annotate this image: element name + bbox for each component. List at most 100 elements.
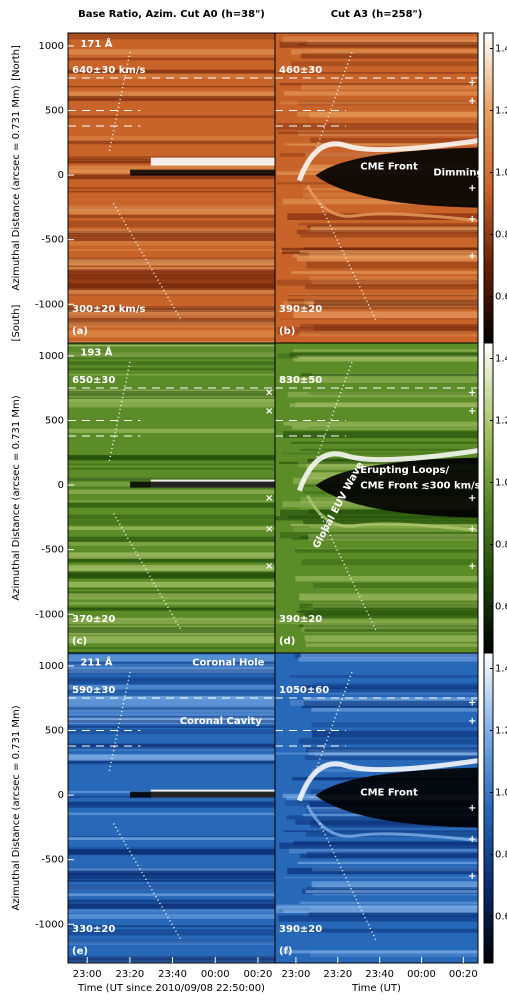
image-stripe — [281, 452, 478, 455]
image-stripe — [299, 536, 478, 539]
marker: × — [265, 388, 273, 399]
image-stripe — [68, 746, 275, 751]
marker: + — [468, 214, 476, 225]
image-stripe — [283, 431, 478, 439]
annotation: 590±30 — [72, 685, 115, 696]
image-stripe — [308, 251, 478, 259]
annotation: CME Front ≲300 km/s — [360, 481, 480, 492]
image-stripe — [310, 950, 478, 957]
image-stripe — [303, 520, 478, 525]
colorbar-tick-label: 0.8 — [495, 230, 507, 241]
image-stripe — [299, 853, 478, 859]
image-stripe — [68, 744, 275, 748]
image-stripe — [287, 391, 478, 398]
image-stripe — [299, 323, 478, 329]
marker: + — [468, 871, 476, 882]
image-stripe — [68, 214, 275, 219]
marker: + — [468, 834, 476, 845]
image-stripe — [68, 319, 275, 325]
image-stripe — [68, 654, 275, 662]
image-stripe — [310, 820, 478, 828]
image-stripe — [299, 331, 478, 337]
image-stripe — [308, 49, 478, 51]
image-stripe — [68, 455, 275, 461]
annotation: 211 Å — [80, 655, 112, 668]
image-stripe — [68, 601, 275, 605]
image-stripe — [68, 468, 275, 470]
image-stripe — [298, 738, 478, 745]
annotation: 830±50 — [279, 375, 322, 386]
dotted-fit — [112, 203, 183, 322]
image-stripe — [287, 515, 478, 519]
image-stripe — [296, 229, 478, 234]
image-stripe — [296, 254, 478, 262]
image-stripe — [68, 526, 275, 530]
y-tick-label: 500 — [45, 726, 64, 737]
image-stripe — [68, 307, 275, 313]
annotation: 1050±60 — [279, 685, 329, 696]
panel-image — [275, 343, 478, 653]
image-stripe — [68, 318, 275, 325]
annotation: CME Front — [360, 161, 418, 172]
y-tick-label: 0 — [58, 480, 64, 491]
image-stripe — [68, 900, 275, 906]
y-axis-label: Azimuthal Distance (arcsec = 0.731 Mm) — [11, 705, 22, 910]
image-stripe — [297, 861, 478, 865]
image-stripe — [68, 390, 275, 395]
marker: + — [468, 406, 476, 417]
image-stripe — [277, 71, 478, 74]
image-stripe — [280, 318, 478, 320]
image-stripe — [68, 662, 275, 667]
image-stripe — [68, 676, 275, 681]
image-stripe — [309, 911, 478, 918]
image-stripe — [68, 315, 275, 323]
image-stripe — [68, 115, 275, 118]
colorbar-tick-label: 0.6 — [495, 602, 507, 613]
y-tick-label: -500 — [41, 855, 64, 866]
image-stripe — [299, 603, 478, 609]
image-stripe — [68, 929, 275, 936]
image-stripe — [311, 730, 478, 738]
image-stripe — [68, 314, 275, 318]
image-stripe — [68, 631, 275, 639]
image-stripe — [279, 41, 478, 48]
marker: + — [468, 716, 476, 727]
image-stripe — [297, 100, 478, 106]
image-stripe — [68, 237, 275, 242]
annotation: Coronal Hole — [192, 657, 264, 668]
image-stripe — [300, 902, 478, 904]
image-stripe — [68, 389, 275, 393]
image-stripe — [300, 53, 478, 59]
annotation: 171 Å — [80, 37, 112, 50]
image-stripe — [299, 901, 478, 905]
image-stripe — [311, 707, 478, 712]
front — [306, 494, 478, 533]
dotted-fit — [108, 51, 131, 151]
marker: × — [265, 561, 273, 572]
image-stripe — [308, 392, 478, 395]
image-stripe — [68, 398, 275, 402]
image-stripe — [68, 229, 275, 236]
marker: + — [468, 698, 476, 709]
image-stripe — [308, 533, 478, 541]
image-stripe — [279, 83, 478, 86]
x-axis-label: Time (UT since 2010/09/08 22:50:00) — [77, 983, 265, 994]
dotted-fit — [314, 361, 353, 462]
image-stripe — [68, 695, 275, 702]
image-stripe — [68, 456, 275, 460]
image-stripe — [68, 884, 275, 890]
image-stripe — [280, 377, 478, 383]
x-tick-label: 23:40 — [158, 969, 187, 980]
image-stripe — [68, 487, 275, 489]
panel-label: (f) — [279, 946, 293, 957]
image-stripe — [289, 675, 478, 678]
image-stripe — [301, 83, 478, 90]
image-stripe — [283, 36, 478, 44]
image-stripe — [68, 880, 275, 882]
y-axis-label: Azimuthal Distance (arcsec = 0.731 Mm) — [11, 395, 22, 600]
image-stripe — [68, 701, 275, 708]
dotted-fit — [318, 513, 378, 632]
image-stripe — [68, 608, 275, 610]
image-stripe — [283, 142, 478, 146]
panel-label: (e) — [72, 946, 88, 957]
